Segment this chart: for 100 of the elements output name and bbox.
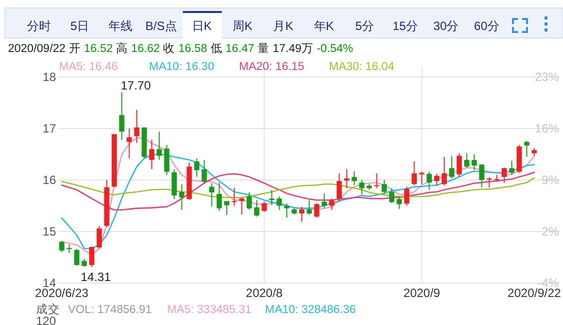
candlestick [126,128,132,159]
candlestick [96,225,102,249]
text: 30分 [433,19,459,33]
text: 量 [254,42,270,55]
candlestick [269,189,274,206]
annotation: 17.70 [120,78,152,92]
text: 日K [192,19,212,33]
candlestick [322,192,327,209]
candlestick [352,170,357,186]
text: 开 [66,42,81,55]
candlestick [246,192,252,210]
candlestick [449,155,454,179]
candlestick [336,172,342,202]
text: B/S点 [145,19,177,33]
text: 周K [232,19,253,33]
text: MA10: 16.30 [149,61,214,73]
candlestick [262,201,267,212]
text: VOL: 174856.91 [68,304,152,316]
candlestick [434,173,440,186]
text: 5分 [355,19,374,33]
candlestick [194,158,200,178]
y-tick-label: 17 [42,122,56,136]
candlestick [314,202,320,218]
y-tick-label: 15 [42,224,56,238]
text: 16.58 [175,43,208,55]
text: 16.47 [222,43,254,55]
candlestick [419,171,424,185]
text: MA10: 328486.36 [265,304,356,316]
candlestick [239,197,244,216]
candlestick [89,246,94,268]
text: 5日 [70,19,90,33]
candlestick [172,168,177,200]
candlestick [464,152,470,169]
text: 年线 [108,19,132,33]
candlestick [479,164,484,188]
candlestick [329,198,334,210]
candlestick [412,160,417,186]
text: 低 [207,42,222,55]
text: MA20: 16.15 [239,61,304,73]
candlestick [179,184,184,210]
candlestick [306,200,312,216]
candlestick [74,248,80,266]
text: 120 [36,314,56,325]
candlestick [284,202,290,218]
text: 收 [160,42,176,55]
text: 年K [314,19,334,33]
candlestick [224,200,230,216]
candlestick [254,200,260,218]
candlestick [202,159,207,185]
text: 60分 [474,19,500,33]
candlestick [119,92,124,140]
y2-tick-label: 2% [542,224,560,238]
y2-tick-label: 23% [534,70,560,84]
candlestick [509,160,514,176]
text: -0.54% [314,43,354,55]
candlestick [374,172,380,189]
text: 成交 [36,302,60,316]
candlestick [456,152,462,178]
line-series [61,172,535,211]
candlestick [344,168,350,189]
candlestick [442,156,447,186]
candlestick [524,140,530,158]
y2-tick-label: 16% [534,122,560,136]
y-tick-label: 18 [42,70,56,84]
text: 16.52 [80,43,113,55]
annotation: 14.31 [80,270,112,284]
text: 2020/09/22 [8,43,66,55]
text: MA5: 333485.31 [167,304,252,316]
candlestick [299,206,304,222]
candlestick [232,187,237,206]
candlestick [502,167,507,184]
text: MA5: 16.46 [59,61,118,73]
candlestick [359,180,364,195]
y-tick-label: 16 [42,173,56,187]
text: 分时 [27,19,51,33]
x-tick-label: 2020/9 [403,286,440,300]
candlestick [59,240,64,253]
candlestick [382,180,387,194]
candlestick [209,182,214,208]
x-tick-label: 2020/8 [246,286,283,300]
text: MA30: 16.04 [329,61,395,73]
candlestick [389,188,394,204]
candlestick [426,171,432,190]
candlestick [486,176,492,188]
text: 16.62 [128,43,160,55]
text: 15分 [392,19,418,33]
y2-tick-label: 9% [542,172,560,187]
candlestick [164,144,170,176]
text: 月K [273,19,294,33]
candlestick [156,131,162,160]
candlestick [396,196,402,210]
candlestick [216,182,222,212]
text: 高 [112,41,128,55]
candlestick [472,154,477,171]
candlestick [276,196,282,210]
candlestick [134,109,140,144]
text: 17.49万 [270,42,314,55]
candlestick [404,186,410,206]
candlestick [149,139,154,170]
x-tick-label: 2020/9/22 [508,286,562,300]
